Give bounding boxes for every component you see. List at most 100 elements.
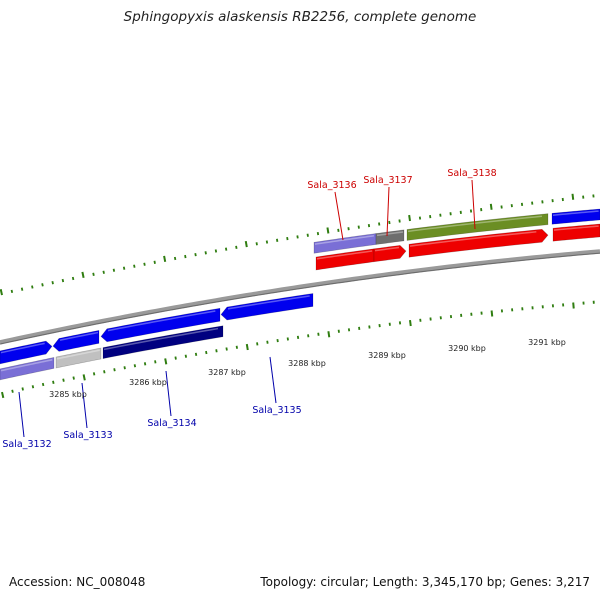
- backbone-shadow: [0, 252, 600, 345]
- gene-red-2: [373, 245, 407, 263]
- minor-tick: [184, 254, 187, 259]
- minor-tick: [113, 368, 116, 372]
- minor-tick: [235, 345, 238, 349]
- genome-stats-text: Topology: circular; Length: 3,345,170 bp…: [260, 575, 590, 589]
- gene-label-sala_3136: Sala_3136: [307, 180, 356, 191]
- minor-tick: [174, 356, 177, 360]
- gene-label-sala_3135: Sala_3135: [252, 405, 301, 416]
- minor-tick: [133, 264, 136, 268]
- minor-tick: [31, 385, 35, 389]
- minor-tick: [61, 278, 65, 283]
- gene-red-4-highlight: [553, 225, 599, 231]
- leader-line: [386, 186, 390, 237]
- minor-tick: [92, 272, 95, 276]
- minor-tick: [31, 285, 34, 289]
- gene-red-1-highlight: [316, 250, 373, 260]
- scale-label: 3286 kbp: [129, 378, 167, 387]
- major-tick: [408, 214, 411, 222]
- minor-tick: [51, 281, 54, 285]
- gene-sala-3137: [375, 229, 405, 245]
- minor-tick: [112, 268, 116, 272]
- genome-title: Sphingopyxis alaskensis RB2256, complete…: [123, 9, 477, 25]
- major-tick: [572, 302, 575, 309]
- scale-label: 3287 kbp: [208, 368, 246, 377]
- gene-red-4: [552, 223, 600, 242]
- major-tick: [409, 319, 412, 327]
- minor-tick: [71, 276, 75, 281]
- leader-line: [334, 191, 344, 241]
- minor-tick: [133, 364, 137, 368]
- minor-tick: [204, 251, 207, 255]
- minor-tick: [205, 350, 208, 355]
- upper-tick-track: [0, 193, 595, 296]
- major-tick: [326, 227, 330, 234]
- scale-label: 3288 kbp: [288, 359, 326, 368]
- minor-tick: [276, 238, 279, 242]
- major-tick: [490, 310, 494, 317]
- major-tick: [489, 203, 493, 210]
- gene-sala-3133: [55, 347, 102, 369]
- scale-label: 3289 kbp: [368, 351, 406, 360]
- gene-label-sala_3134: Sala_3134: [147, 418, 196, 429]
- minor-tick: [184, 354, 188, 358]
- gene-label-sala_3132: Sala_3132: [2, 439, 51, 450]
- gene-blue-1: [0, 340, 53, 365]
- minor-tick: [173, 256, 177, 261]
- scale-label: 3290 kbp: [448, 344, 486, 353]
- major-tick: [327, 331, 331, 338]
- gene-red-3: [408, 228, 549, 258]
- minor-tick: [235, 245, 238, 249]
- scale-labels: 3285 kbp 3286 kbp 3287 kbp 3288 kbp 3289 kbp…: [49, 338, 566, 399]
- minor-tick: [265, 240, 269, 244]
- leader-line: [471, 179, 476, 230]
- minor-tick: [11, 389, 14, 393]
- gene-sala-3132: [0, 357, 55, 381]
- gene-forward-next: [551, 208, 600, 225]
- minor-tick: [52, 380, 55, 384]
- major-tick: [0, 288, 3, 296]
- minor-tick: [215, 349, 218, 353]
- major-tick: [163, 255, 167, 263]
- backbone-line: [0, 249, 600, 345]
- scale-label: 3291 kbp: [528, 338, 566, 347]
- minor-tick: [225, 347, 228, 351]
- gene-sala-3135: [220, 293, 314, 321]
- major-tick: [571, 193, 575, 200]
- minor-tick: [72, 376, 75, 380]
- minor-tick: [143, 362, 147, 366]
- accession-text: Accession: NC_008048: [9, 575, 146, 589]
- minor-tick: [194, 352, 198, 356]
- gene-blue-1-highlight: [0, 342, 45, 354]
- gene-sala-3137-highlight: [376, 231, 404, 237]
- major-tick: [244, 240, 248, 248]
- minor-tick: [154, 360, 157, 364]
- gene-sala-3136-highlight: [314, 235, 375, 245]
- major-tick: [82, 374, 86, 381]
- gene-forward-next-highlight: [552, 210, 599, 216]
- minor-tick: [92, 372, 96, 376]
- minor-tick: [143, 262, 146, 266]
- minor-tick: [41, 283, 44, 287]
- scale-label: 3285 kbp: [49, 390, 87, 399]
- gene-sala-3133-highlight: [56, 349, 100, 360]
- major-tick: [164, 358, 168, 365]
- minor-tick: [214, 249, 218, 253]
- gene-sala-3134: [102, 325, 224, 359]
- minor-tick: [224, 247, 228, 251]
- leader-line: [269, 356, 277, 404]
- gene-features: [0, 208, 600, 381]
- genome-backbone: [0, 249, 600, 345]
- gene-blue-2-highlight: [59, 331, 99, 341]
- major-tick: [1, 391, 5, 399]
- minor-tick: [102, 270, 105, 274]
- major-tick: [245, 343, 249, 351]
- minor-tick: [194, 253, 197, 257]
- lower-tick-track: [1, 300, 595, 399]
- gene-label-sala_3138: Sala_3138: [447, 168, 496, 179]
- gene-label-sala_3133: Sala_3133: [63, 430, 112, 441]
- major-tick: [81, 271, 85, 279]
- leader-line: [18, 391, 25, 438]
- gene-labels: Sala_3136 Sala_3137 Sala_3138 Sala_3132 Sala…: [2, 168, 496, 450]
- gene-sala-3132-highlight: [0, 359, 53, 372]
